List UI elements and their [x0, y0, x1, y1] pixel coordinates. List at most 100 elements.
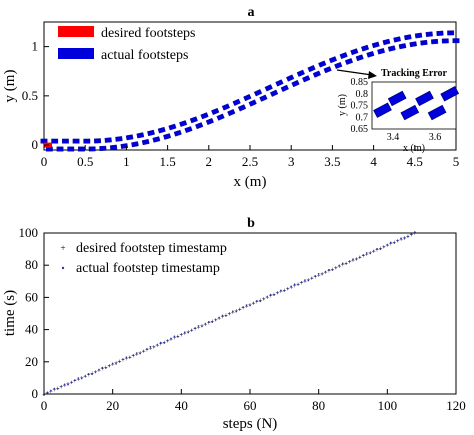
inset-x-ticks: 3.4 3.6: [387, 132, 442, 143]
chart-a-x-tick-label: 4.5: [407, 154, 423, 169]
actual-footstep-mark: [393, 36, 401, 43]
actual-timestamp-mark: [389, 241, 392, 244]
desired-timestamp-mark: +: [413, 230, 417, 238]
actual-timestamp-mark: [201, 325, 203, 328]
actual-timestamp-mark: [276, 291, 279, 294]
actual-timestamp-mark: [273, 293, 275, 296]
chart-b-y-tick-label: 80: [25, 257, 38, 272]
actual-footstep-mark: [441, 38, 449, 44]
actual-timestamp-mark: [142, 350, 145, 353]
actual-timestamp-mark: [379, 248, 382, 250]
actual-footstep-mark: [189, 116, 198, 124]
actual-timestamp-mark: [280, 289, 282, 292]
desired-timestamp-mark: +: [255, 298, 259, 306]
chart-b-x-tick-label: 80: [312, 398, 325, 413]
actual-timestamp-mark: [297, 283, 299, 286]
actual-timestamp-mark: [255, 300, 258, 302]
actual-timestamp-mark: [413, 231, 416, 234]
actual-timestamp-mark: [321, 273, 323, 275]
actual-footstep-mark: [339, 52, 348, 60]
actual-timestamp-mark: [328, 268, 330, 271]
chart-b-x-tick-label: 120: [446, 398, 466, 413]
actual-footstep-mark: [409, 41, 417, 48]
chart-b-title: b: [247, 216, 255, 231]
actual-timestamp-mark: [108, 364, 111, 367]
actual-timestamp-mark: [159, 341, 162, 344]
actual-timestamp-mark: [314, 275, 317, 277]
actual-timestamp-mark: [410, 233, 413, 236]
actual-timestamp-mark: [173, 335, 176, 338]
desired-timestamp-mark: +: [183, 329, 187, 337]
actual-timestamp-mark: [345, 262, 348, 265]
actual-timestamp-mark: [211, 321, 214, 323]
actual-timestamp-mark: [53, 387, 56, 390]
actual-footstep-mark: [296, 69, 305, 77]
chart-a: a 0 0.5 1 1.5 2 2.5 3 3.5 4 4.5 5 00.51 x (m) y (m…: [2, 5, 460, 190]
actual-footstep-mark: [312, 70, 321, 78]
chart-a-x-tick-label: 0.5: [77, 154, 93, 169]
actual-timestamp-mark: [74, 379, 76, 382]
actual-footstep-mark: [382, 38, 391, 46]
chart-b-x-tick-label: 40: [175, 398, 188, 413]
desired-timestamp-mark: +: [375, 246, 379, 254]
inset-footstep-mark: [440, 86, 460, 102]
chart-a-x-tick-label: 2: [206, 154, 213, 169]
actual-timestamp-mark: [67, 383, 69, 386]
desired-timestamp-mark: +: [389, 240, 393, 248]
actual-footstep-mark: [269, 89, 279, 97]
chart-a-y-label: y (m): [2, 70, 18, 103]
actual-timestamp-mark: [304, 279, 306, 282]
actual-timestamp-mark: [252, 302, 255, 305]
actual-footstep-mark: [307, 65, 316, 73]
actual-footstep-mark: [371, 41, 380, 49]
actual-footstep-mark: [387, 45, 396, 52]
actual-timestamp-mark: [362, 254, 365, 257]
actual-timestamp-mark: [218, 316, 221, 319]
actual-footstep-mark: [125, 134, 134, 141]
actual-timestamp-mark: [125, 356, 128, 359]
desired-timestamp-mark: +: [269, 292, 273, 300]
actual-footstep-mark: [328, 56, 337, 64]
actual-timestamp-mark: [338, 264, 341, 267]
actual-footstep-mark: [361, 44, 370, 52]
actual-footstep-mark: [56, 146, 64, 152]
actual-footstep-mark: [452, 38, 460, 44]
actual-timestamp-mark: [372, 250, 375, 252]
actual-timestamp-mark: [194, 327, 196, 330]
chart-a-y-tick-label: 1: [32, 39, 39, 54]
inset-y-tick-label: 0.65: [351, 124, 369, 135]
chart-a-title: a: [248, 5, 255, 20]
actual-footstep-mark: [104, 137, 112, 143]
actual-timestamp-mark: [177, 335, 179, 338]
legend-label-desired-timestamp: desired footstep timestamp: [76, 241, 227, 256]
actual-timestamp-mark: [269, 293, 272, 296]
inset-y-tick-label: 0.75: [351, 101, 369, 112]
legend-swatch-desired: [58, 26, 94, 37]
actual-footstep-mark: [447, 30, 455, 36]
chart-b-x-tick-label: 100: [378, 398, 398, 413]
actual-timestamp-mark: [46, 391, 49, 394]
actual-footstep-mark: [141, 138, 150, 146]
actual-footstep-mark: [83, 138, 91, 144]
legend-marker-desired-timestamp: +: [60, 243, 65, 253]
actual-timestamp-mark: [396, 239, 399, 242]
actual-footstep-mark: [291, 79, 300, 88]
desired-timestamp-mark: +: [87, 371, 91, 379]
inset-y-ticks: 0.850.80.750.70.65: [351, 77, 369, 135]
actual-footstep-mark: [51, 138, 59, 144]
actual-timestamp-mark: [163, 341, 166, 344]
actual-timestamp-mark: [122, 358, 124, 361]
chart-b-x-ticks: 0 20 40 60 80 100 120: [41, 389, 466, 413]
actual-footstep-mark: [275, 79, 284, 87]
actual-timestamp-mark: [91, 373, 93, 376]
chart-a-footsteps: [40, 30, 460, 152]
actual-footstep-mark: [163, 133, 172, 140]
actual-footstep-mark: [93, 138, 102, 144]
actual-timestamp-mark: [166, 339, 169, 342]
actual-timestamp-mark: [358, 256, 361, 259]
chart-b-x-tick-label: 0: [41, 398, 48, 413]
chart-b-y-tick-label: 60: [25, 289, 38, 304]
chart-b-y-label: time (s): [2, 290, 18, 336]
inset-footstep-mark: [415, 90, 434, 107]
desired-timestamp-mark: +: [327, 267, 331, 275]
